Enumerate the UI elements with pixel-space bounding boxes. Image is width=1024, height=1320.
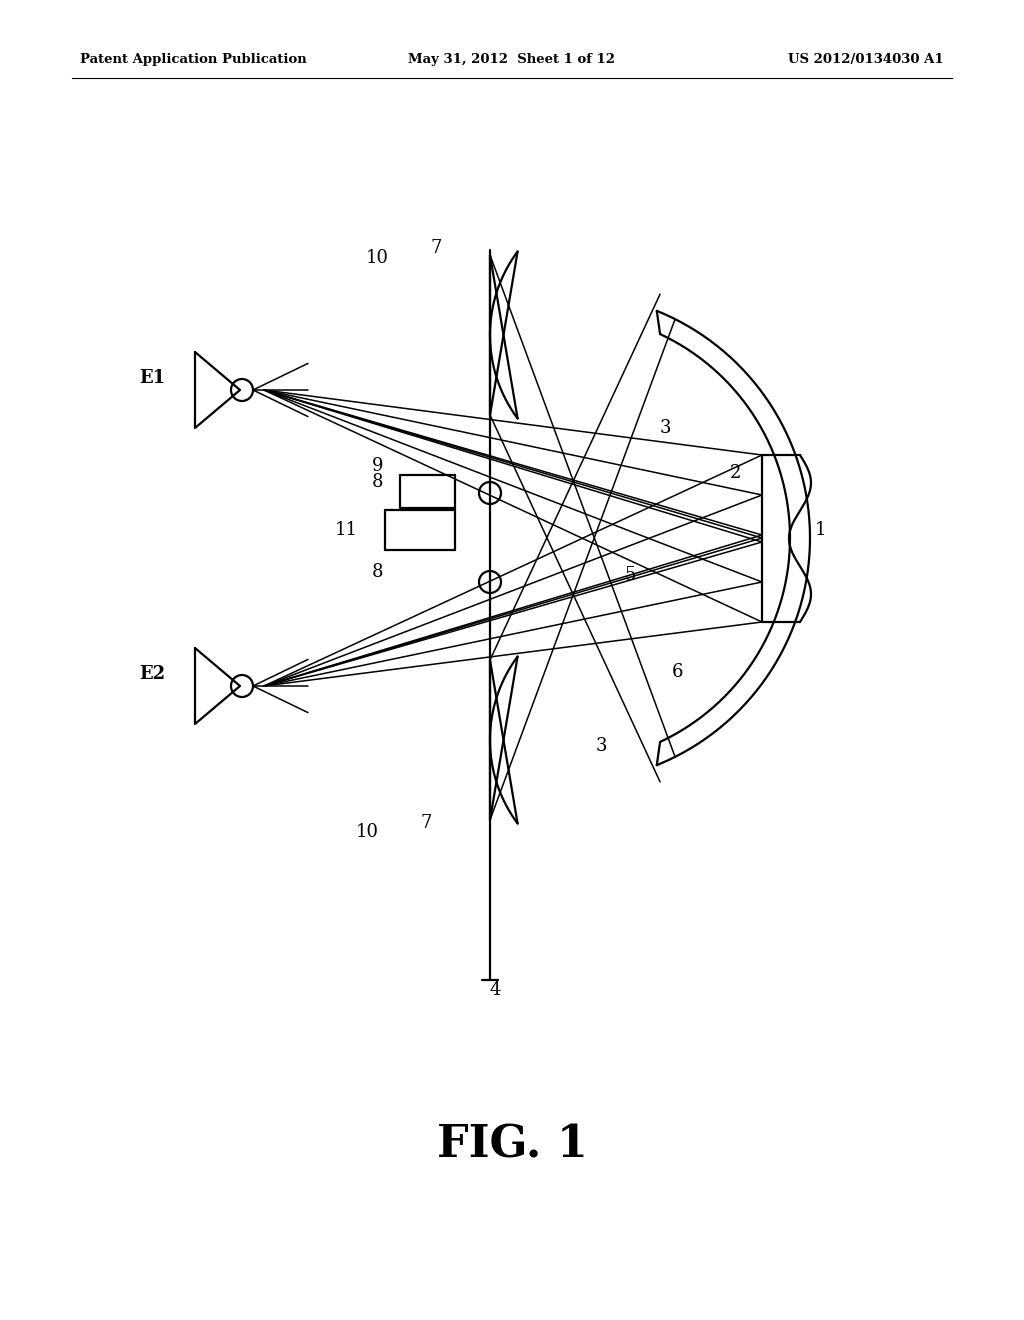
Text: 5: 5 (624, 566, 635, 583)
Text: 10: 10 (366, 249, 389, 267)
Text: US 2012/0134030 A1: US 2012/0134030 A1 (788, 54, 944, 66)
Text: 1: 1 (815, 521, 826, 539)
Text: 8: 8 (372, 473, 383, 491)
Text: 8: 8 (372, 564, 383, 581)
Text: May 31, 2012  Sheet 1 of 12: May 31, 2012 Sheet 1 of 12 (409, 54, 615, 66)
Text: 2: 2 (730, 465, 741, 482)
Text: 3: 3 (596, 737, 607, 755)
Text: 10: 10 (356, 822, 379, 841)
Text: 7: 7 (430, 239, 441, 257)
Text: 11: 11 (335, 521, 358, 539)
Text: 3: 3 (660, 418, 672, 437)
Text: 9: 9 (372, 457, 383, 475)
Text: E1: E1 (139, 370, 165, 387)
Text: 6: 6 (672, 663, 683, 681)
Text: 7: 7 (420, 814, 431, 832)
Text: Patent Application Publication: Patent Application Publication (80, 54, 307, 66)
Text: FIG. 1: FIG. 1 (436, 1123, 588, 1167)
Text: E2: E2 (139, 665, 165, 682)
Text: 4: 4 (489, 981, 501, 999)
